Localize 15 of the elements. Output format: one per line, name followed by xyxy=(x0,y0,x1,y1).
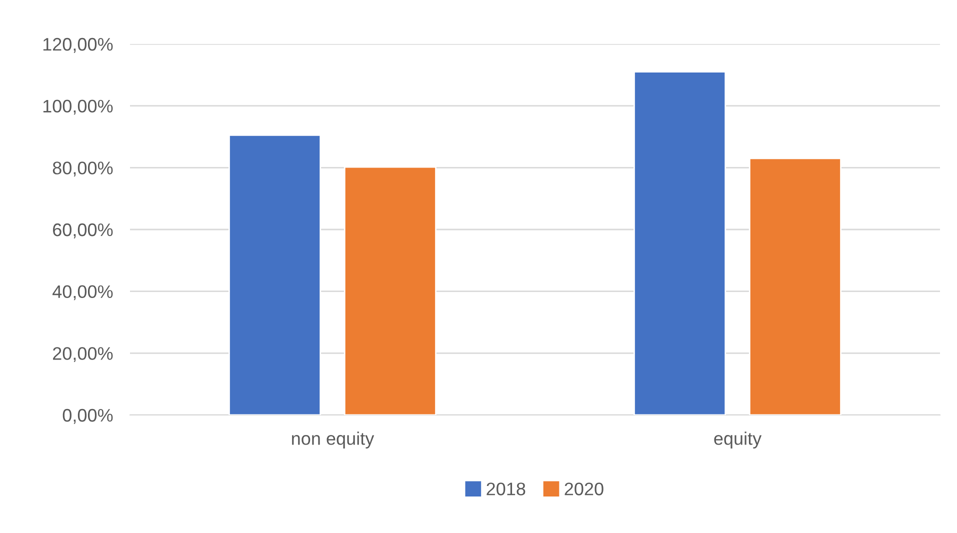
bar xyxy=(228,134,322,415)
y-tick-label: 40,00% xyxy=(52,285,113,300)
legend-label: 2020 xyxy=(564,482,604,496)
bar xyxy=(344,166,436,415)
y-tick-label: 80,00% xyxy=(52,162,113,177)
y-tick-label: 120,00% xyxy=(43,38,113,53)
bar xyxy=(748,158,842,415)
y-tick-label: 60,00% xyxy=(53,223,113,238)
y-tick-label: 100,00% xyxy=(43,100,113,115)
y-tick-label: 0,00% xyxy=(62,408,113,424)
y-tick-label: 20,00% xyxy=(53,347,113,362)
x-tick-label: equity xyxy=(714,432,762,448)
legend-label: 2018 xyxy=(486,482,526,496)
x-tick-label: non equity xyxy=(292,432,374,448)
bar xyxy=(634,71,726,415)
